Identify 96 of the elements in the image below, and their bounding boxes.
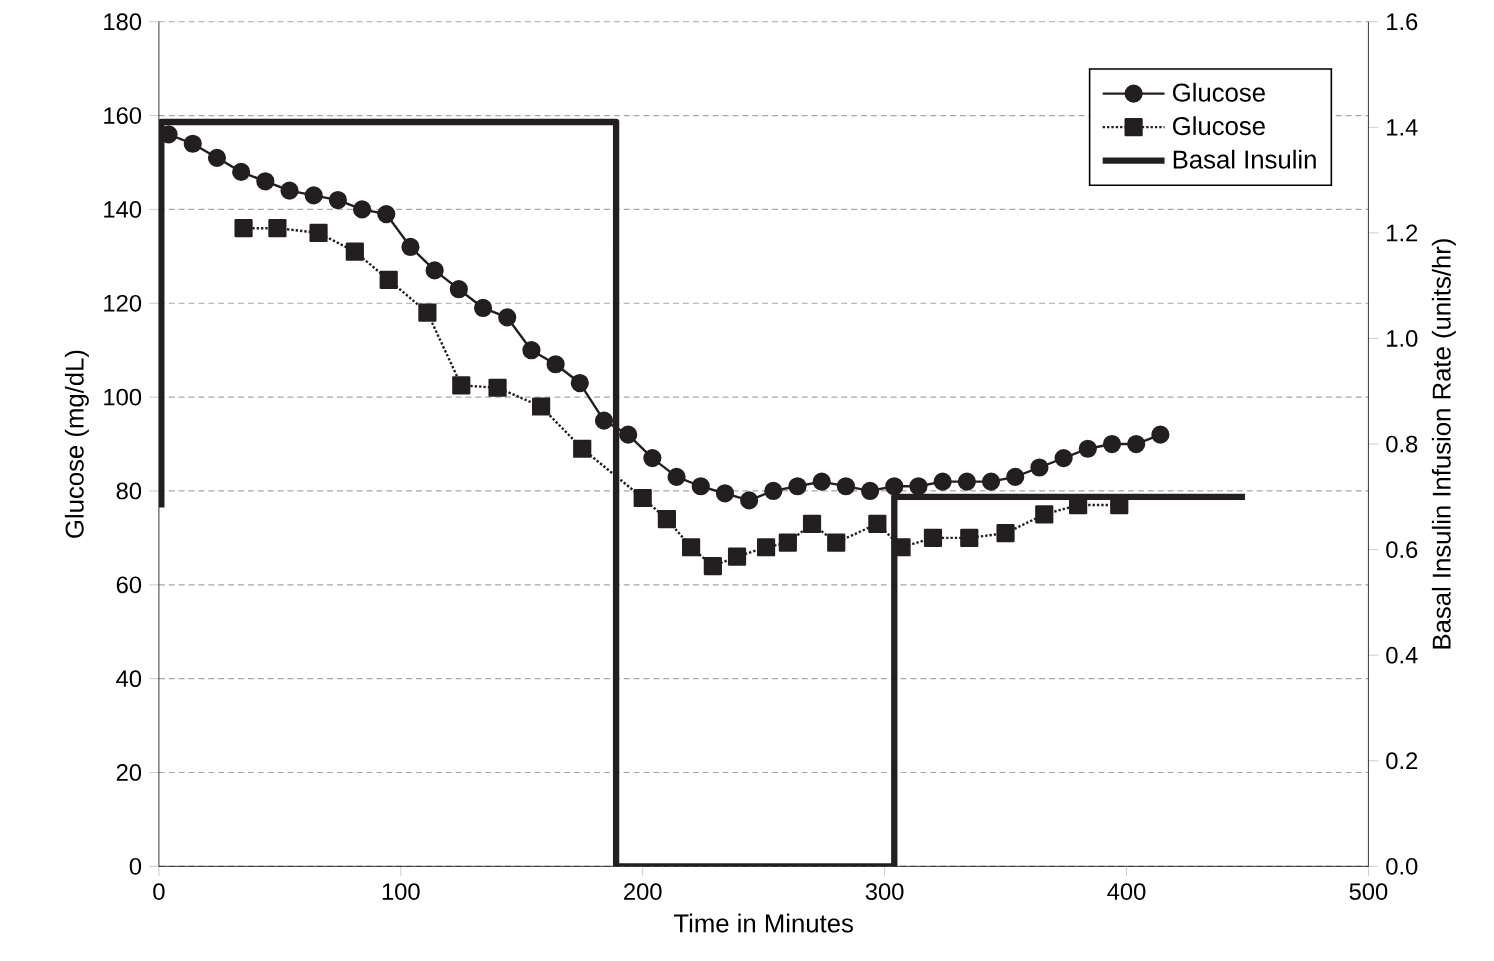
point: [1054, 448, 1073, 468]
x-tick-label: 400: [1107, 883, 1146, 900]
y-tick-label: 80: [116, 482, 142, 500]
y2-tick-label: 0.0: [1386, 857, 1418, 875]
x-axis-title: Time in Minutes: [673, 913, 853, 933]
point: [1030, 458, 1049, 477]
point: [691, 477, 710, 496]
point: [353, 200, 372, 219]
point: [633, 488, 652, 507]
y2-tick-label: 0.2: [1386, 752, 1418, 770]
point: [909, 477, 928, 496]
x-tick-label: 300: [865, 883, 904, 900]
point: [885, 477, 904, 496]
y-tick-label: 40: [116, 670, 142, 687]
point: [280, 181, 299, 200]
point: [304, 186, 323, 205]
point: [522, 340, 541, 360]
point: [1006, 467, 1025, 486]
point: [1102, 434, 1122, 454]
point: [868, 514, 887, 533]
y-axis-title: Glucose (mg/dL): [64, 350, 89, 538]
point: [657, 509, 676, 529]
point: [827, 533, 846, 552]
y-tick-label: 60: [116, 576, 142, 594]
y2-tick-label: 0.4: [1386, 646, 1418, 664]
point: [996, 523, 1015, 543]
x-tick-label: 100: [382, 883, 420, 900]
point: [488, 378, 507, 397]
point: [778, 533, 797, 552]
point: [594, 411, 614, 430]
point: [234, 218, 253, 238]
point: [418, 303, 437, 322]
y2-tick-label: 0.8: [1386, 435, 1418, 453]
point: [957, 472, 976, 491]
point: [546, 355, 565, 374]
point: [740, 491, 759, 510]
point: [328, 190, 348, 210]
point: [836, 477, 855, 496]
point: [183, 134, 202, 153]
y-tick-label: 0: [129, 857, 142, 875]
y-tick-label: 180: [104, 13, 142, 31]
point: [498, 308, 517, 327]
point: [756, 538, 776, 557]
point: [570, 373, 589, 393]
x-tick-label: 500: [1349, 883, 1388, 900]
y-tick-label: 120: [104, 294, 142, 312]
y-tick-label: 100: [104, 388, 142, 406]
y2-tick-label: 1.4: [1387, 119, 1418, 136]
point: [681, 538, 701, 557]
y2-tick-label: 1.6: [1387, 13, 1418, 30]
y2-tick-label: 1.0: [1387, 329, 1418, 347]
point: [1127, 434, 1146, 454]
point: [268, 218, 287, 238]
point: [788, 477, 807, 496]
point: [727, 547, 747, 566]
point: [1035, 505, 1054, 524]
point: [532, 397, 551, 416]
point: [345, 242, 364, 261]
point: [425, 261, 444, 280]
point: [981, 472, 1001, 491]
point: [802, 514, 822, 533]
y-tick-label: 160: [104, 107, 142, 124]
legend-label: Basal Insulin: [1173, 149, 1316, 169]
x-tick-label: 0: [153, 883, 165, 900]
point: [1151, 425, 1170, 444]
point: [643, 448, 662, 468]
point: [473, 298, 493, 317]
legend-label: Glucose: [1173, 82, 1265, 102]
point: [933, 472, 952, 491]
point: [452, 376, 471, 395]
legend-label: Glucose: [1173, 116, 1265, 136]
point: [812, 472, 831, 491]
point: [619, 425, 638, 444]
x-tick-label: 200: [624, 883, 662, 900]
point: [923, 528, 943, 547]
y2-axis-title: Basal Insulin Infusion Rate (units/hr): [1431, 239, 1456, 649]
point: [379, 270, 398, 289]
y-tick-label: 20: [116, 763, 142, 781]
point: [860, 481, 880, 500]
point: [449, 279, 468, 299]
y-tick-label: 140: [104, 200, 142, 218]
point: [573, 439, 592, 458]
point: [309, 223, 328, 242]
point: [703, 556, 722, 576]
point: [256, 172, 275, 191]
point: [960, 528, 979, 547]
point: [667, 467, 686, 486]
point: [764, 481, 783, 500]
point: [1078, 439, 1097, 458]
y2-tick-label: 0.6: [1386, 541, 1418, 558]
point: [232, 162, 251, 181]
point: [207, 148, 227, 167]
point: [715, 484, 735, 503]
point: [377, 204, 396, 224]
point: [401, 237, 420, 256]
y2-tick-label: 1.2: [1387, 224, 1418, 242]
